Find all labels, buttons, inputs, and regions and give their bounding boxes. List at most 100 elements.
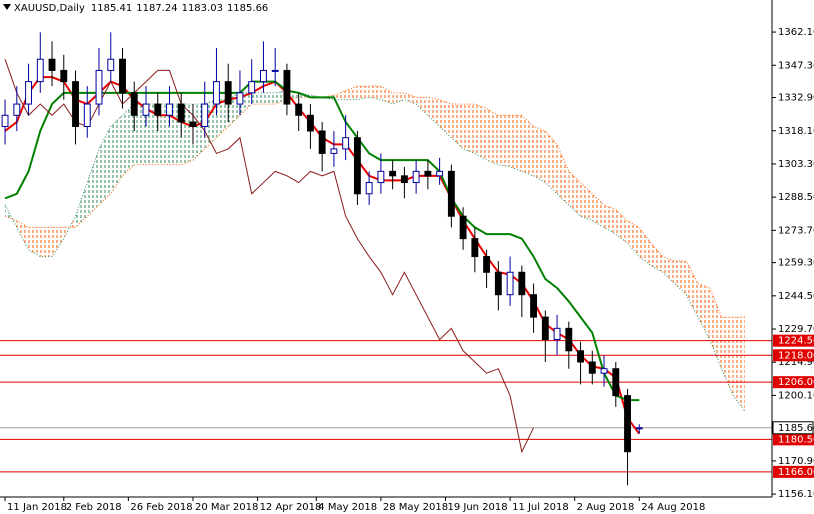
candle-body: [518, 271, 526, 296]
x-tick-label: 11 Jul 2018: [512, 502, 569, 513]
cloud-segment: [392, 92, 405, 105]
y-tick-label: 1288.50: [778, 192, 814, 203]
plot-area: [0, 32, 772, 486]
cloud-segment: [486, 108, 499, 165]
last-price-label: 1185.66: [778, 423, 814, 434]
y-tick-label: 1347.30: [778, 60, 814, 71]
cloud-segment: [698, 283, 710, 340]
cloud-segment: [145, 104, 158, 165]
cloud-segment: [87, 148, 100, 217]
cloud-segment: [521, 115, 534, 176]
candle-body: [119, 58, 126, 94]
candle-body: [506, 271, 514, 296]
cloud-segment: [639, 227, 652, 266]
cloud-segment: [627, 220, 640, 257]
cloud-segment: [721, 317, 734, 396]
level-label: 1218.00: [778, 350, 814, 361]
candle-body: [1, 114, 9, 127]
level-label-box: [773, 349, 814, 362]
cloud-segment: [404, 92, 417, 105]
candle-body: [295, 103, 303, 116]
cloud-segment: [16, 220, 29, 250]
y-tick-label: 1156.10: [778, 489, 814, 500]
cloud-segment: [52, 227, 64, 257]
candle-body: [565, 327, 573, 352]
header-close: 1185.66: [227, 3, 268, 14]
candle-body: [224, 81, 232, 105]
y-tick-label: 1303.30: [778, 159, 814, 170]
y-tick-label: 1170.90: [778, 456, 814, 467]
x-tick-label: 19 Jun 2018: [447, 502, 507, 513]
cloud-segment: [557, 144, 569, 205]
indicator-line: [4, 59, 535, 454]
x-tick-label: 28 May 2018: [383, 502, 448, 513]
last-price-box: [772, 421, 814, 435]
cloud-segment: [369, 86, 381, 100]
cloud-segment: [451, 104, 464, 149]
candle-body: [330, 148, 338, 154]
cloud-segment: [63, 216, 76, 239]
x-tick-label: 20 Mar 2018: [195, 502, 258, 513]
candle-body: [459, 215, 467, 240]
candle-body: [624, 395, 631, 453]
header-open: 1185.41: [91, 3, 132, 14]
cloud-segment: [28, 227, 41, 257]
candle-body: [424, 170, 432, 177]
candle-body: [260, 69, 267, 83]
candle-body: [142, 103, 150, 116]
cloud-segment: [651, 243, 663, 273]
candle-body: [166, 103, 173, 116]
cloud-segment: [357, 86, 370, 100]
candle-body: [107, 58, 115, 71]
candle-body: [412, 170, 420, 184]
cloud-segment: [463, 104, 475, 154]
y-tick-label: 1332.90: [778, 93, 814, 104]
menu-arrow[interactable]: [3, 4, 11, 10]
candle-body: [60, 69, 68, 83]
x-tick-label: 12 Apr 2018: [260, 502, 322, 513]
x-tick-label: 4 May 2018: [318, 502, 377, 513]
cloud-segment: [122, 104, 135, 176]
candle-body: [447, 170, 455, 217]
candle-body: [271, 69, 279, 72]
y-tick-label: 1200.10: [778, 390, 814, 401]
cloud-segment: [533, 126, 546, 183]
y-tick-label: 1229.70: [778, 324, 814, 335]
candle-body: [612, 368, 620, 397]
chart-header: XAUUSD,Daily 1185.41 1187.24 1183.03 1185.66: [14, 3, 268, 14]
x-tick-label: 2 Aug 2018: [577, 502, 635, 513]
candle-body: [494, 271, 502, 296]
candle-body: [25, 81, 32, 105]
cloud-edge: [4, 90, 746, 412]
candle-body: [95, 69, 103, 105]
candle-body: [177, 103, 185, 123]
cloud-segment: [427, 97, 440, 127]
y-tick-label: 1259.30: [778, 258, 814, 269]
level-label: 1206.00: [778, 377, 814, 388]
cloud-segment: [510, 115, 522, 172]
level-label-box: [773, 376, 814, 389]
cloud-segment: [568, 171, 581, 217]
x-tick-label: 24 Aug 2018: [641, 502, 705, 513]
level-label-box: [773, 465, 814, 478]
indicator-line: [4, 80, 640, 402]
level-label: 1224.50: [778, 336, 814, 347]
candle-body: [13, 103, 21, 116]
cloud-segment: [592, 193, 605, 228]
cloud-segment: [333, 90, 346, 100]
y-tick-label: 1244.50: [778, 291, 814, 302]
header-high: 1187.24: [136, 3, 177, 14]
cloud-segment: [604, 204, 616, 235]
candle-body: [306, 114, 314, 132]
candle-body: [541, 316, 549, 341]
level-label: 1180.50: [778, 434, 814, 445]
cloud-segment: [157, 104, 170, 165]
symbol: XAUUSD,Daily: [14, 3, 85, 14]
candle-body: [342, 137, 350, 150]
x-tick-label: 2 Feb 2018: [66, 502, 122, 513]
header-low: 1183.03: [182, 3, 223, 14]
cloud-segment: [416, 97, 428, 116]
candle-body: [353, 137, 361, 195]
candle-body: [318, 130, 326, 154]
candle-body: [577, 350, 584, 363]
